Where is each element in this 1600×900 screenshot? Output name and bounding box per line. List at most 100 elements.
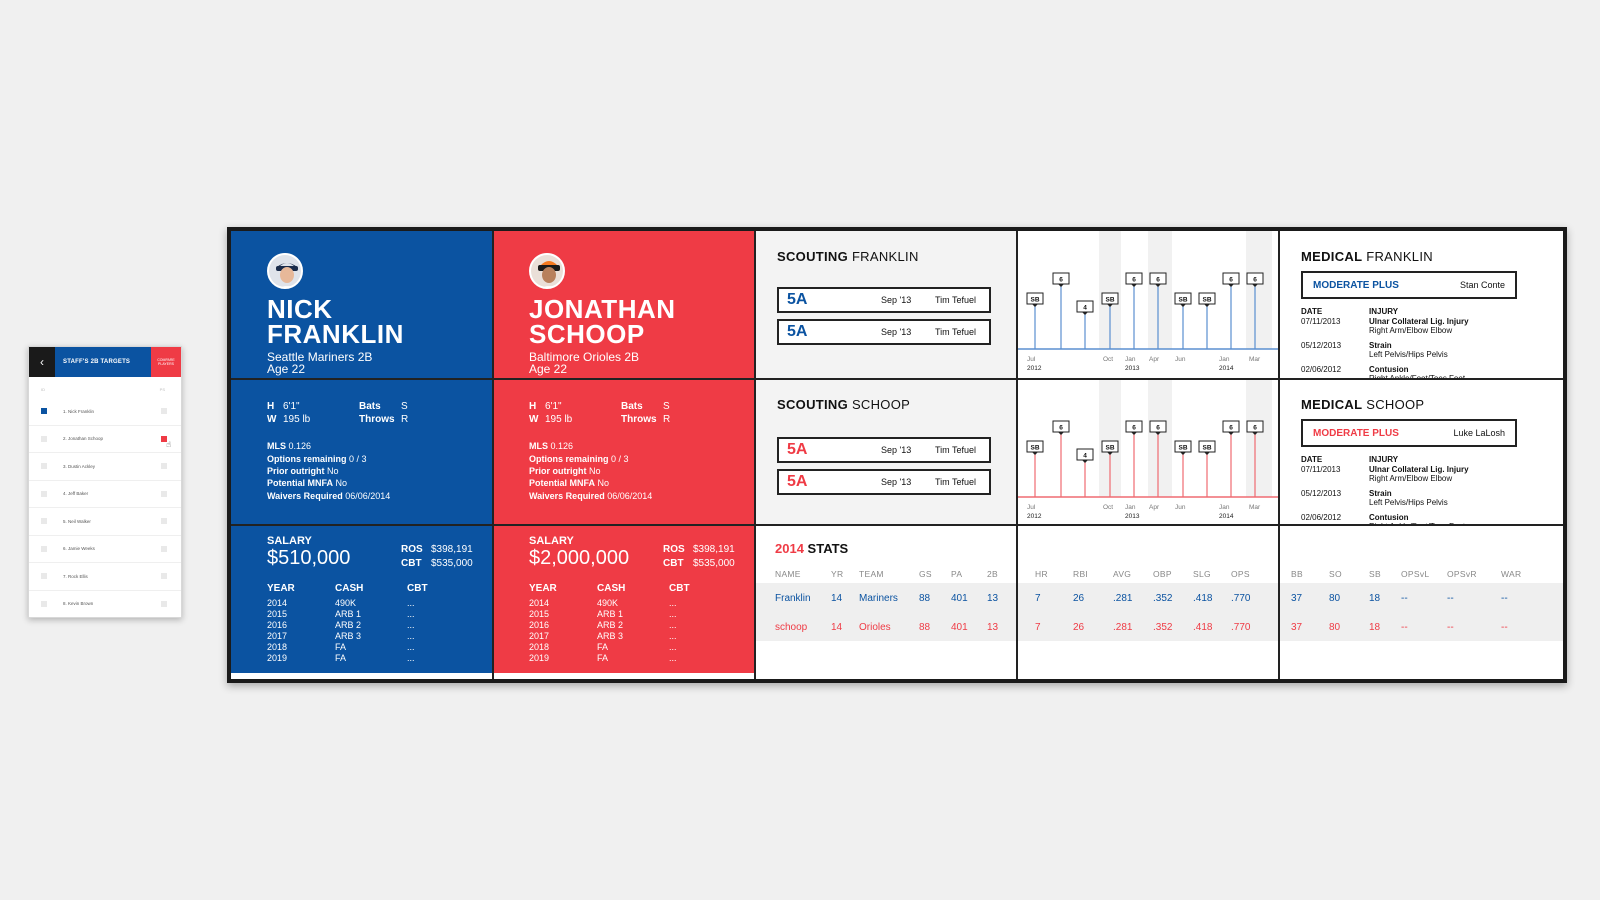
compare-checkbox[interactable] xyxy=(161,490,167,497)
back-arrow-icon[interactable]: ‹ xyxy=(29,347,55,377)
first-name: NICK xyxy=(267,294,333,324)
checkbox[interactable] xyxy=(41,518,47,525)
list-item[interactable]: 3. Dustin Ackley xyxy=(29,453,181,481)
event-marker[interactable]: 6 xyxy=(1149,420,1167,497)
list-item[interactable]: 7. Rock Ellis xyxy=(29,563,181,591)
player-subtitle: Baltimore Orioles 2B Age 22 xyxy=(529,351,639,375)
mnfa-label: Potential MNFA xyxy=(267,478,334,488)
ros-value: $398,191 xyxy=(431,544,473,555)
event-marker[interactable]: 4 xyxy=(1076,300,1094,349)
event-marker[interactable]: SB xyxy=(1101,440,1119,497)
compare-button[interactable]: COMPARE PLAYERS xyxy=(151,347,181,377)
event-marker[interactable]: SB xyxy=(1198,292,1216,349)
compare-checkbox[interactable] xyxy=(161,463,167,470)
event-marker[interactable]: 6 xyxy=(1125,420,1143,497)
event-marker[interactable]: 6 xyxy=(1246,272,1264,349)
injury-location: Left Pelvis/Hips Pelvis xyxy=(1369,350,1448,359)
scouting-report[interactable]: 5A Sep '13 Tim Tefuel xyxy=(777,287,991,313)
table-row: 05/12/2013 Strain Left Pelvis/Hips Pelvis xyxy=(1301,341,1469,359)
injury-location: Right Ankle/Foot/Toes Foot xyxy=(1369,374,1466,379)
event-marker[interactable]: 6 xyxy=(1222,420,1240,497)
scout-name: Tim Tefuel xyxy=(935,477,977,487)
compare-checkbox[interactable] xyxy=(161,573,167,580)
season-band xyxy=(1099,231,1121,349)
table-cell: ... xyxy=(407,653,415,663)
compare-checkbox[interactable] xyxy=(161,600,167,607)
x-tick-year: 2013 xyxy=(1125,365,1140,372)
compare-checkbox[interactable] xyxy=(161,545,167,552)
table-cell: ... xyxy=(669,598,677,608)
column-header: OBP xyxy=(1153,569,1172,579)
checkbox[interactable] xyxy=(41,408,47,415)
table-cell: ... xyxy=(669,653,677,663)
column-header: OPSvR xyxy=(1447,569,1477,579)
checkbox[interactable] xyxy=(41,490,47,497)
x-tick-month: Jan xyxy=(1219,504,1230,511)
event-pointer xyxy=(1032,304,1038,307)
table-row[interactable]: Franklin 14 Mariners 88 401 13 7 26 .281 .352 .418… xyxy=(755,593,1563,611)
list-item[interactable]: 5. Neil Walker xyxy=(29,508,181,536)
checkbox[interactable] xyxy=(41,600,47,607)
event-marker[interactable]: 6 xyxy=(1222,272,1240,349)
stat-cell: .352 xyxy=(1153,622,1173,633)
scouting-schoop: SCOUTING SCHOOP 5A Sep '13 Tim Tefuel 5A Sep … xyxy=(755,379,1017,525)
injury-detail: Strain Left Pelvis/Hips Pelvis xyxy=(1369,489,1448,507)
waivers-row: Waivers Required 06/06/2014 xyxy=(529,491,652,501)
list-item[interactable]: 1. Nick Franklin xyxy=(29,398,181,426)
event-marker[interactable]: 6 xyxy=(1125,272,1143,349)
event-pointer xyxy=(1155,432,1161,435)
x-tick-year: 2012 xyxy=(1027,365,1042,372)
stat-cell: 13 xyxy=(987,622,999,633)
checkbox[interactable] xyxy=(41,463,47,470)
injury-type: Strain xyxy=(1369,489,1392,498)
event-marker[interactable]: SB xyxy=(1026,440,1044,497)
table-cell: 490K xyxy=(335,598,357,608)
event-marker[interactable]: SB xyxy=(1101,292,1119,349)
compare-checkbox[interactable] xyxy=(161,408,167,415)
injury-date: 02/06/2012 xyxy=(1301,365,1342,374)
column-header: NAME xyxy=(775,569,801,579)
ros-row: ROS $398,191 xyxy=(401,543,473,557)
event-marker[interactable]: SB xyxy=(1174,292,1192,349)
event-marker[interactable]: SB xyxy=(1174,440,1192,497)
list-item-label: 3. Dustin Ackley xyxy=(63,463,96,469)
weight-value: 195 lb xyxy=(545,414,573,425)
table-row[interactable]: schoop 14 Orioles 88 401 13 7 26 .281 .352 .418 .77… xyxy=(755,622,1563,640)
scouting-report[interactable]: 5A Sep '13 Tim Tefuel xyxy=(777,319,991,345)
event-marker[interactable]: 6 xyxy=(1246,420,1264,497)
event-marker[interactable]: SB xyxy=(1026,292,1044,349)
event-marker[interactable]: SB xyxy=(1198,440,1216,497)
stat-cell: 13 xyxy=(987,593,999,604)
scouting-report[interactable]: 5A Sep '13 Tim Tefuel xyxy=(777,469,991,495)
injury-detail: Ulnar Collateral Lig. Injury Right Arm/El… xyxy=(1369,317,1469,335)
table-cell: ... xyxy=(407,642,415,652)
column-header: AVG xyxy=(1113,569,1132,579)
medical-status-box[interactable]: MODERATE PLUS Stan Conte xyxy=(1301,271,1517,299)
x-tick-month: Jan xyxy=(1125,504,1136,511)
event-marker[interactable]: 6 xyxy=(1149,272,1167,349)
scouting-report[interactable]: 5A Sep '13 Tim Tefuel xyxy=(777,437,991,463)
list-item[interactable]: 8. Kevin Brown xyxy=(29,591,181,618)
list-item[interactable]: 6. Jamie Weeks xyxy=(29,536,181,563)
list-item[interactable]: 2. Jonathan Schoop ☝ xyxy=(29,426,181,453)
column-header: DATE xyxy=(1301,307,1323,316)
height-value: 6'1" xyxy=(283,401,300,412)
column-header: YR xyxy=(831,569,844,579)
stat-cell: 88 xyxy=(919,593,931,604)
column-header: PA xyxy=(951,569,963,579)
list-item[interactable]: 4. Jeff Baker xyxy=(29,481,181,508)
event-marker[interactable]: 4 xyxy=(1076,448,1094,497)
medical-status-box[interactable]: MODERATE PLUS Luke LaLosh xyxy=(1301,419,1517,447)
event-marker[interactable]: 6 xyxy=(1052,420,1070,497)
event-pointer xyxy=(1228,284,1234,287)
event-marker[interactable]: 6 xyxy=(1052,272,1070,349)
compare-checkbox[interactable] xyxy=(161,518,167,525)
list-item-label: 8. Kevin Brown xyxy=(63,601,94,607)
checkbox[interactable] xyxy=(41,573,47,580)
compare-checkbox[interactable] xyxy=(161,435,167,442)
stat-cell: .770 xyxy=(1231,622,1251,633)
checkbox[interactable] xyxy=(41,435,47,442)
checkbox[interactable] xyxy=(41,545,47,552)
stat-cell: Orioles xyxy=(859,622,891,633)
